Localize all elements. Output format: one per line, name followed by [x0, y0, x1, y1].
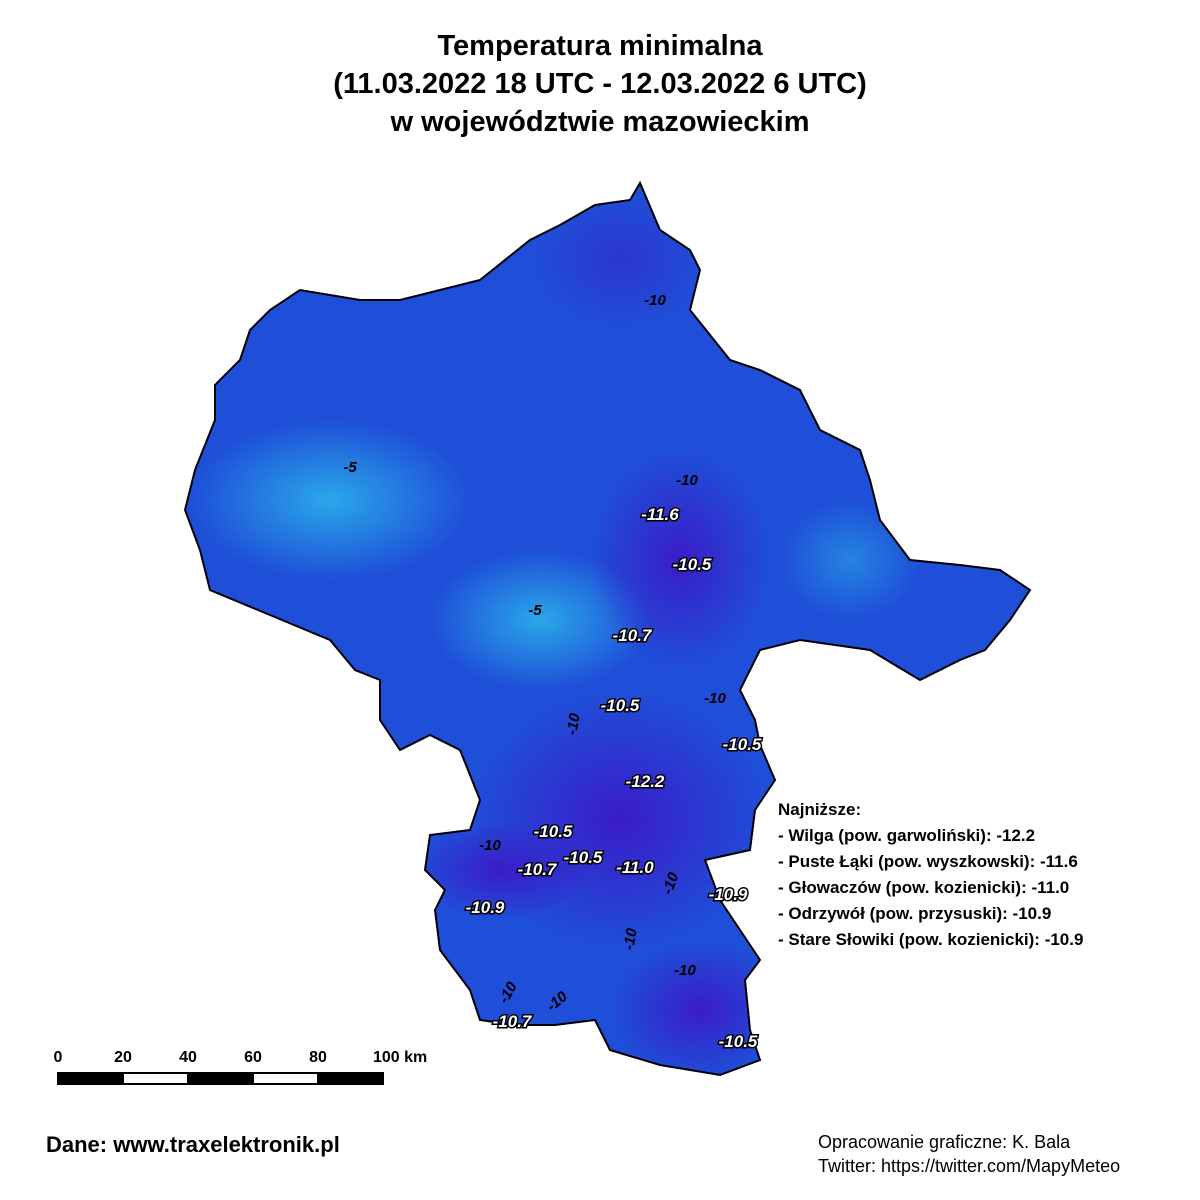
title-block: Temperatura minimalna (11.03.2022 18 UTC …: [333, 30, 867, 138]
temperature-field: [185, 183, 1030, 1075]
legend-item: - Stare Słowiki (pow. kozienicki): -10.9: [778, 930, 1083, 949]
legend-item: - Odrzywół (pow. przysuski): -10.9: [778, 904, 1051, 923]
lowest-list: Najniższe: - Wilga (pow. garwoliński): -1…: [778, 800, 1083, 949]
scale-bar: 0 20 40 60 80 100 km: [54, 1049, 427, 1085]
legend-item: - Puste Łąki (pow. wyszkowski): -11.6: [778, 852, 1078, 871]
contour-label: -10: [674, 962, 696, 979]
credit: Opracowanie graficzne: K. Bala: [818, 1132, 1071, 1152]
contour-label: -10: [644, 292, 666, 309]
contour-label: -10.9: [709, 885, 748, 904]
contour-label: -10: [659, 870, 683, 897]
twitter: Twitter: https://twitter.com/MapyMeteo: [818, 1156, 1120, 1176]
legend-item: - Głowaczów (pow. kozienicki): -11.0: [778, 878, 1069, 897]
contour-labels: -10 -5 -10 -11.6 -10.5 -5 -10.7 -10 -10.5 -10 -10.…: [343, 292, 763, 1053]
contour-label: -5: [528, 602, 542, 619]
contour-label: -12.2: [626, 772, 665, 791]
scale-segment: [57, 1072, 124, 1085]
contour-label: -5: [343, 459, 357, 476]
footer: Dane: www.traxelektronik.pl Opracowanie g…: [46, 1132, 1120, 1176]
contour-label: -10.5: [601, 696, 640, 715]
scale-segment: [122, 1072, 189, 1085]
contour-label: -10: [563, 711, 584, 736]
scale-label: 60: [244, 1049, 262, 1066]
contour-label: -11.0: [616, 858, 654, 877]
contour-label: -10.5: [673, 555, 712, 574]
title-line: w województwie mazowieckim: [390, 106, 810, 138]
legend-item: - Wilga (pow. garwoliński): -12.2: [778, 826, 1035, 845]
contour-label: -10.7: [613, 626, 653, 645]
scale-label: 80: [309, 1049, 327, 1066]
scale-label: 20: [114, 1049, 132, 1066]
contour-label: -10: [479, 837, 501, 854]
contour-label: -10.7: [493, 1012, 533, 1031]
title-line: Temperatura minimalna: [437, 30, 763, 62]
contour-label: -10.5: [564, 848, 603, 867]
scale-label: 100 km: [373, 1049, 427, 1066]
scale-label: 40: [179, 1049, 197, 1066]
contour-label: -10.5: [719, 1032, 758, 1051]
legend-heading: Najniższe:: [778, 800, 861, 819]
contour-label: -10: [704, 690, 726, 707]
contour-label: -10: [620, 926, 641, 951]
scale-label: 0: [54, 1049, 63, 1066]
title-line: (11.03.2022 18 UTC - 12.03.2022 6 UTC): [333, 68, 867, 100]
scale-segment: [252, 1072, 319, 1085]
contour-label: -10.7: [518, 860, 558, 879]
data-source: Dane: www.traxelektronik.pl: [46, 1132, 340, 1157]
contour-label: -10.5: [534, 822, 573, 841]
scale-segment: [317, 1072, 384, 1085]
contour-label: -10: [676, 472, 698, 489]
contour-label: -10.5: [723, 735, 762, 754]
contour-label: -10.9: [466, 898, 505, 917]
scale-segment: [187, 1072, 254, 1085]
contour-label: -11.6: [641, 505, 679, 524]
